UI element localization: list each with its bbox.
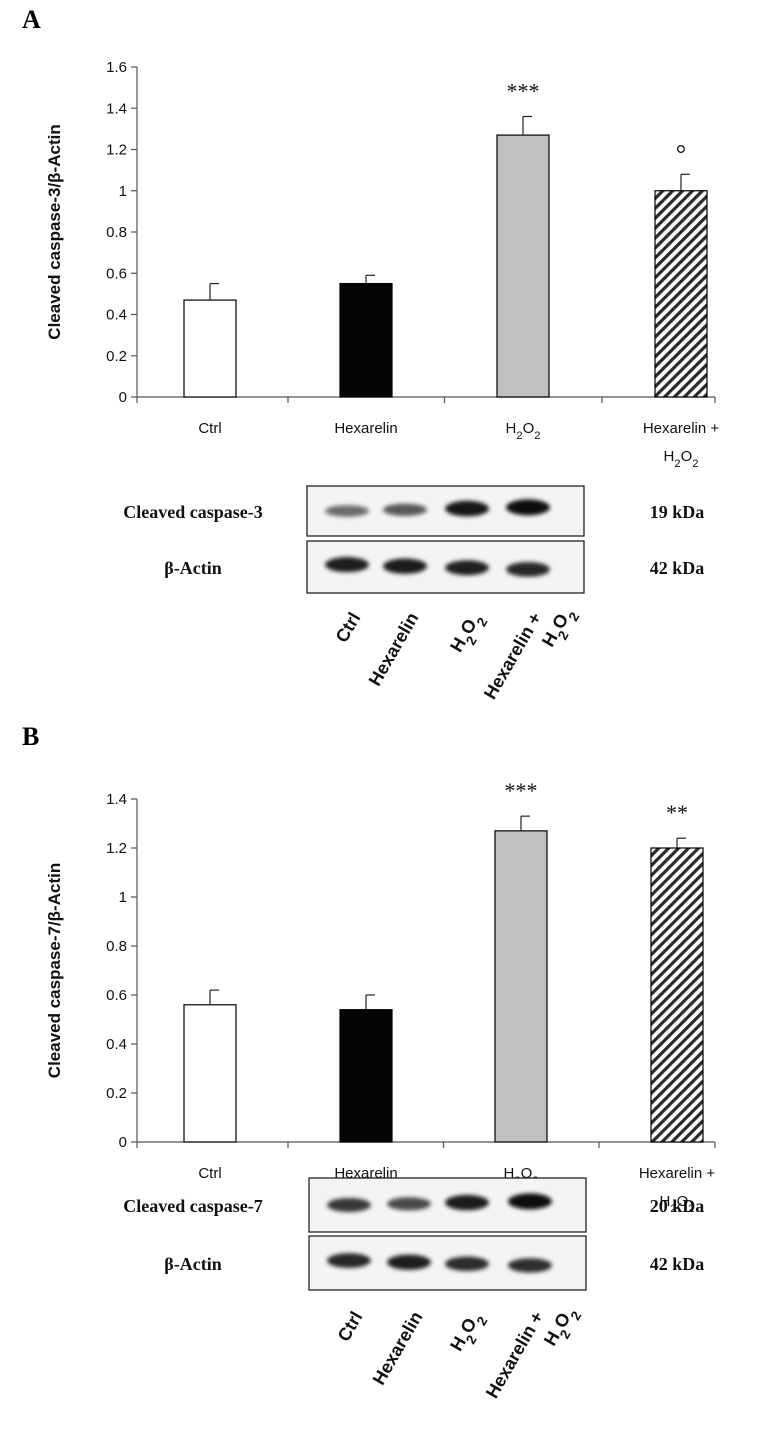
blot-band <box>325 557 369 573</box>
y-tick-label: 0.2 <box>106 1085 127 1102</box>
y-tick-label: 1 <box>119 183 127 200</box>
y-tick-label: 1.2 <box>106 840 127 857</box>
blot-band <box>327 1198 371 1212</box>
panel-b: B 0 0.2 0.4 0.6 0.8 1 1.2 1.4 Cleaved caspase-7/β… <box>22 722 716 1417</box>
x-tick-label: H2O2 <box>505 420 540 442</box>
blot-band <box>506 562 550 577</box>
bar <box>496 134 550 398</box>
blot-row-label: Cleaved caspase-7 <box>123 1196 262 1216</box>
bar <box>494 830 548 1143</box>
blot-lane-label: Ctrl <box>334 1308 367 1345</box>
blot-bands <box>327 1253 552 1273</box>
blot-lane-label: H2O2 <box>446 1308 490 1358</box>
x-tick-label: Hexarelin + H2O2 <box>639 1165 716 1215</box>
bar <box>650 847 704 1143</box>
bar <box>654 190 708 398</box>
blot-band <box>445 1194 489 1211</box>
y-tick-label: 1.2 <box>106 142 127 159</box>
y-tick-label: 0 <box>119 1134 127 1151</box>
bar <box>339 1009 393 1143</box>
y-tick-label: 1.4 <box>106 791 127 808</box>
y-tick-label: 1.6 <box>106 59 127 76</box>
panel-a: A 0 0.2 0.4 0.6 0.8 1 1.2 1.4 1.6 Cleaved caspase-… <box>22 5 720 718</box>
y-axis-label: Cleaved caspase-7/β-Actin <box>45 863 64 1078</box>
x-tick-label: Hexarelin + H2O2 <box>643 420 720 470</box>
blot-size-label: 20 kDa <box>650 1196 705 1216</box>
blot-bands <box>325 557 550 577</box>
blot-band <box>445 1256 489 1272</box>
significance-label: *** <box>505 778 538 803</box>
y-tick-label: 1.4 <box>106 100 127 117</box>
blot-row-label: β-Actin <box>164 558 221 578</box>
y-axis-label: Cleaved caspase-3/β-Actin <box>45 124 64 339</box>
blot-lane-label: Ctrl <box>332 609 365 646</box>
y-tick-label: 0.6 <box>106 265 127 282</box>
y-tick-label: 0.4 <box>106 1036 127 1053</box>
blot-band <box>327 1253 371 1268</box>
y-tick-label: 0.8 <box>106 224 127 241</box>
blot-row-label: β-Actin <box>164 1254 221 1274</box>
y-tick-label: 0.2 <box>106 348 127 365</box>
significance-label: ** <box>666 800 688 825</box>
blot-band <box>445 500 489 517</box>
blot-band <box>506 499 550 516</box>
x-tick-label: Ctrl <box>198 1165 221 1182</box>
blot-size-label: 42 kDa <box>650 1254 705 1274</box>
blot-bands <box>325 499 550 517</box>
x-tick-label: Hexarelin <box>334 420 397 437</box>
y-tick-label: 0 <box>119 389 127 406</box>
significance-label: ° <box>676 139 686 168</box>
blot-band <box>387 1197 431 1211</box>
y-tick-label: 0.4 <box>106 307 127 324</box>
blot-band <box>383 558 427 574</box>
x-tick-label: Ctrl <box>198 420 221 437</box>
blot-lane-label: H2O2 <box>446 609 490 659</box>
blot-band <box>383 503 427 516</box>
y-tick-label: 0.6 <box>106 987 127 1004</box>
y-tick-label: 0.8 <box>106 938 127 955</box>
panel-label: A <box>22 5 41 34</box>
significance-label: *** <box>507 79 540 104</box>
blot-band <box>387 1254 431 1270</box>
blot-lane-label: Hexarelin <box>365 609 423 689</box>
blot-row-label: Cleaved caspase-3 <box>123 502 262 522</box>
blot-size-label: 42 kDa <box>650 558 705 578</box>
blot-band <box>508 1258 552 1273</box>
panel-label: B <box>22 722 39 751</box>
blot-lane-label: Hexarelin +H2O2 <box>480 592 582 718</box>
bar <box>183 299 237 398</box>
blot-band <box>508 1193 552 1210</box>
blot-band <box>325 505 369 517</box>
blot-lane-label: Hexarelin <box>369 1308 427 1388</box>
blot-lane-label: Hexarelin +H2O2 <box>482 1291 584 1417</box>
blot-band <box>445 560 489 576</box>
blot-bands <box>327 1193 552 1212</box>
bar <box>339 282 393 398</box>
y-tick-label: 1 <box>119 889 127 906</box>
blot-size-label: 19 kDa <box>650 502 705 522</box>
bar <box>183 1004 237 1143</box>
